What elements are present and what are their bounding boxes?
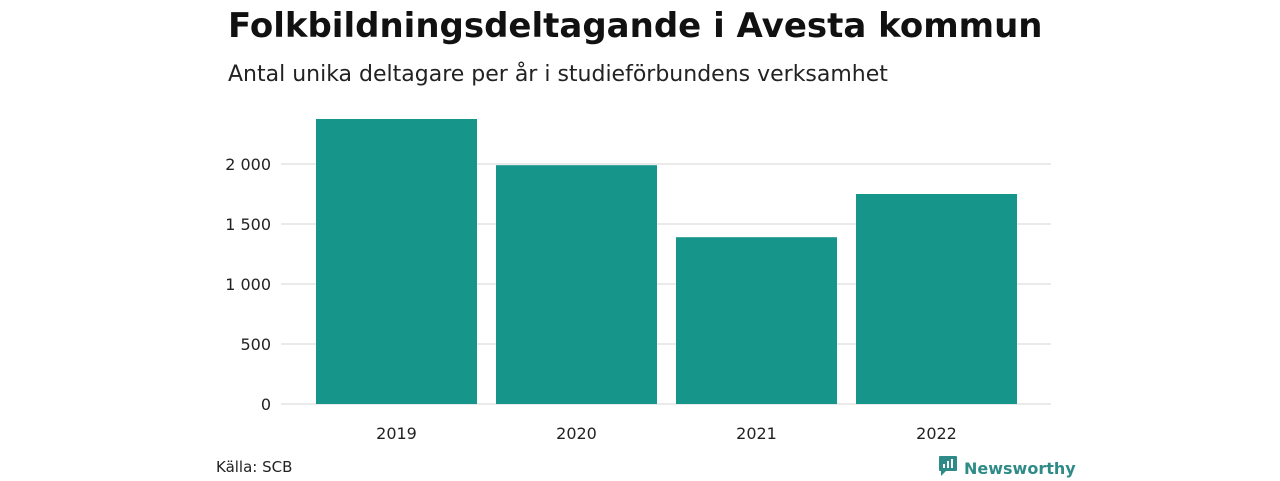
x-tick-label: 2019 bbox=[376, 424, 417, 443]
bar-2022[interactable] bbox=[856, 194, 1017, 404]
y-tick-label: 1 000 bbox=[225, 275, 271, 294]
bar-2020[interactable] bbox=[496, 165, 657, 404]
brand-logo[interactable]: Newsworthy bbox=[938, 455, 1076, 481]
x-tick-label: 2020 bbox=[556, 424, 597, 443]
x-tick-label: 2021 bbox=[736, 424, 777, 443]
x-axis-tick-labels: 2019 2020 2021 2022 bbox=[376, 424, 957, 443]
chart-subtitle: Antal unika deltagare per år i studieför… bbox=[228, 62, 888, 87]
bar-2019[interactable] bbox=[316, 119, 477, 404]
brand-name: Newsworthy bbox=[964, 458, 1076, 478]
newsworthy-logo-icon bbox=[938, 455, 958, 481]
y-tick-label: 500 bbox=[240, 335, 271, 354]
y-tick-label: 2 000 bbox=[225, 155, 271, 174]
bars bbox=[316, 119, 1017, 404]
y-axis-tick-labels: 0 500 1 000 1 500 2 000 bbox=[225, 155, 271, 414]
y-tick-label: 0 bbox=[261, 395, 271, 414]
chart-title: Folkbildningsdeltagande i Avesta kommun bbox=[228, 6, 1043, 46]
x-tick-label: 2022 bbox=[916, 424, 957, 443]
source-note: Källa: SCB bbox=[216, 458, 293, 476]
y-tick-label: 1 500 bbox=[225, 215, 271, 234]
bar-2021[interactable] bbox=[676, 237, 837, 404]
